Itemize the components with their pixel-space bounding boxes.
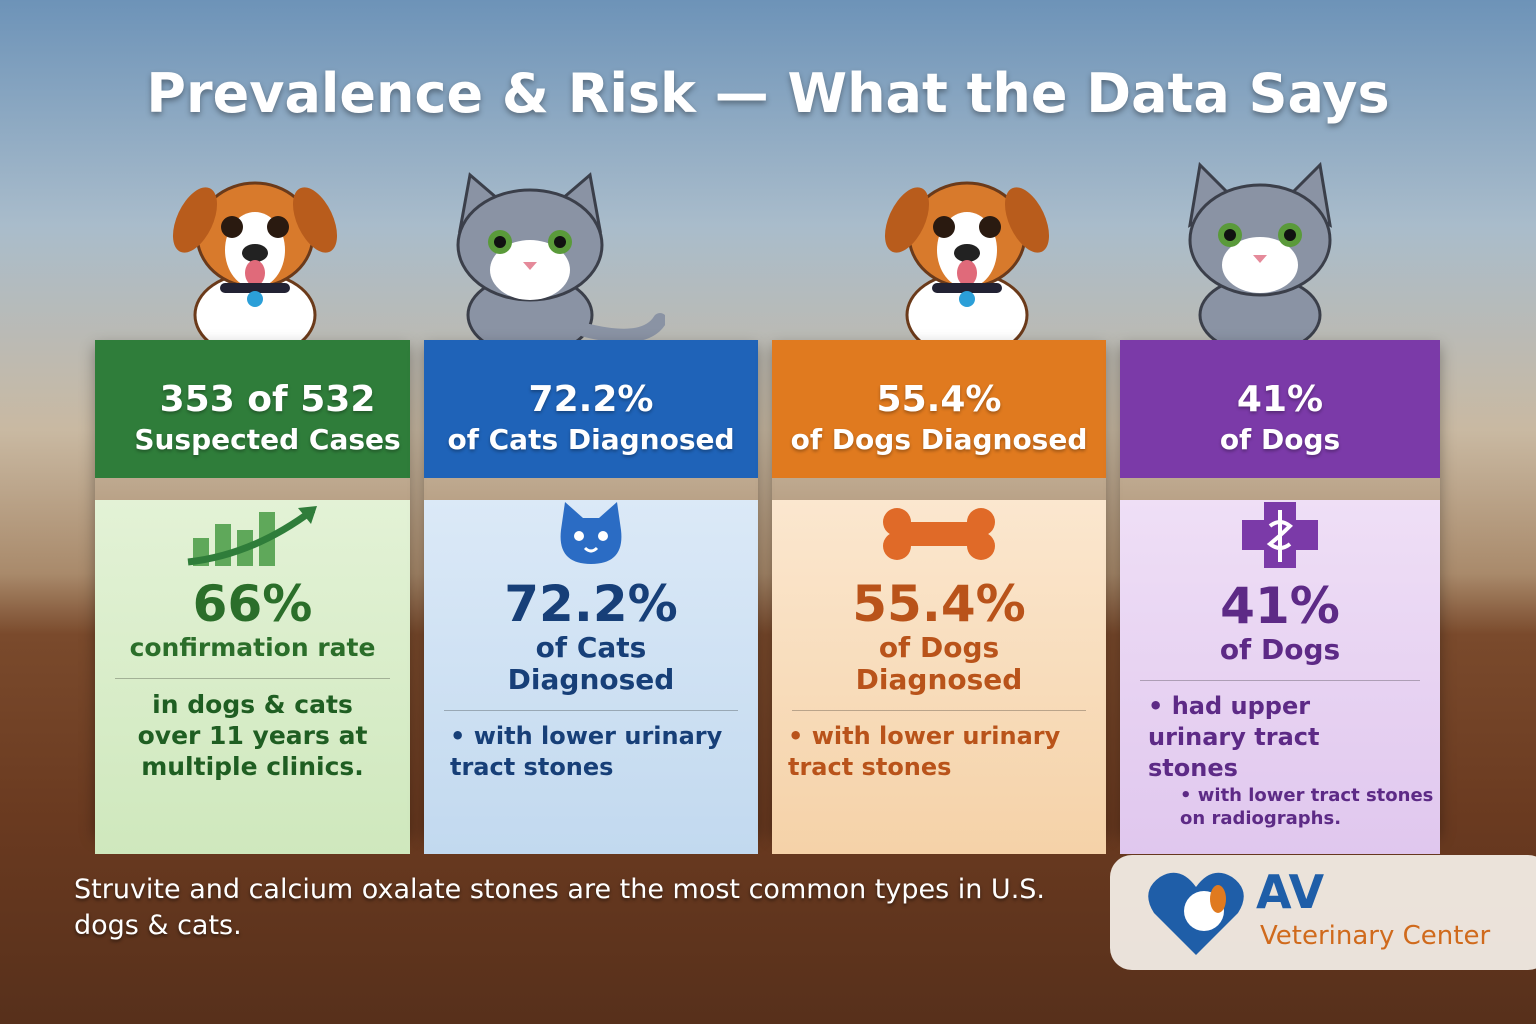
header-value: 55.4% xyxy=(876,379,1002,420)
card-body: 66% confirmation rate in dogs & cats ove… xyxy=(95,500,410,854)
stat-card: 72.2% of Cats Diagnosed 72.2% of Cats Di… xyxy=(424,340,758,854)
note-text: had upper urinary tract stones xyxy=(1148,692,1320,782)
card-header: 55.4% of Dogs Diagnosed xyxy=(772,340,1106,478)
big-value: 72.2% xyxy=(504,575,678,633)
card-header: 353 of 532 Suspected Cases xyxy=(95,340,410,478)
note: in dogs & cats over 11 years at multiple… xyxy=(137,690,368,781)
note-text: with lower urinary tract stones xyxy=(788,722,1061,781)
card-body: 55.4% of Dogs Diagnosed • with lower uri… xyxy=(772,500,1106,854)
cat-icon xyxy=(560,502,622,564)
note-text: with lower urinary tract stones xyxy=(450,722,723,781)
bone-icon xyxy=(883,508,995,560)
header-label: of Dogs Diagnosed xyxy=(790,423,1088,456)
sub-note-text: with lower tract stones on radiographs. xyxy=(1180,785,1434,829)
card-body: 41% of Dogs • had upper urinary tract st… xyxy=(1120,500,1440,854)
card-body: 72.2% of Cats Diagnosed • with lower uri… xyxy=(424,500,758,854)
dog-illustration xyxy=(172,181,338,355)
header-label: of Cats Diagnosed xyxy=(447,423,735,456)
logo-heart xyxy=(1148,872,1244,955)
dog-illustration xyxy=(884,181,1050,355)
card-header: 72.2% of Cats Diagnosed xyxy=(424,340,758,478)
logo: AV Veterinary Center xyxy=(1110,855,1536,970)
title: Prevalence & Risk — What the Data Says xyxy=(146,62,1390,125)
cat-illustration xyxy=(456,172,665,355)
cat-illustration xyxy=(1188,161,1332,355)
stat-card: 55.4% of Dogs Diagnosed 55.4% of Dogs Di… xyxy=(772,340,1106,854)
stat-card: 353 of 532 Suspected Cases 66% confirmat… xyxy=(95,340,410,854)
header-label: of Dogs xyxy=(1219,423,1341,456)
divider xyxy=(115,678,390,679)
footer-note: Struvite and calcium oxalate stones are … xyxy=(74,874,1045,941)
header-value: 41% xyxy=(1236,379,1324,420)
big-value: 41% xyxy=(1220,577,1340,635)
note: • had upper urinary tract stones xyxy=(1148,692,1320,782)
stat-card: 41% of Dogs 41% of Dogs • had upper urin… xyxy=(1120,340,1440,854)
big-value: 55.4% xyxy=(852,575,1026,633)
big-value: 66% xyxy=(192,575,313,633)
medical-icon xyxy=(1242,502,1318,568)
divider xyxy=(792,710,1086,711)
note: • with lower urinary tract stones xyxy=(788,722,1061,781)
logo-subtitle: Veterinary Center xyxy=(1260,921,1491,951)
card-header: 41% of Dogs xyxy=(1120,340,1440,478)
divider xyxy=(1140,680,1420,681)
big-label: confirmation rate xyxy=(129,633,376,662)
header-value: 72.2% xyxy=(528,379,654,420)
divider xyxy=(444,710,738,711)
big-label: of Dogs Diagnosed xyxy=(855,631,1023,696)
note: • with lower urinary tract stones xyxy=(450,722,723,781)
header-value: 353 of 532 xyxy=(159,379,376,420)
big-label: of Cats Diagnosed xyxy=(507,631,675,696)
growth-icon xyxy=(187,506,317,566)
sub-note: • with lower tract stones on radiographs… xyxy=(1180,785,1434,829)
logo-name: AV xyxy=(1256,865,1325,919)
big-label: of Dogs xyxy=(1219,633,1341,666)
header-label: Suspected Cases xyxy=(134,423,401,456)
